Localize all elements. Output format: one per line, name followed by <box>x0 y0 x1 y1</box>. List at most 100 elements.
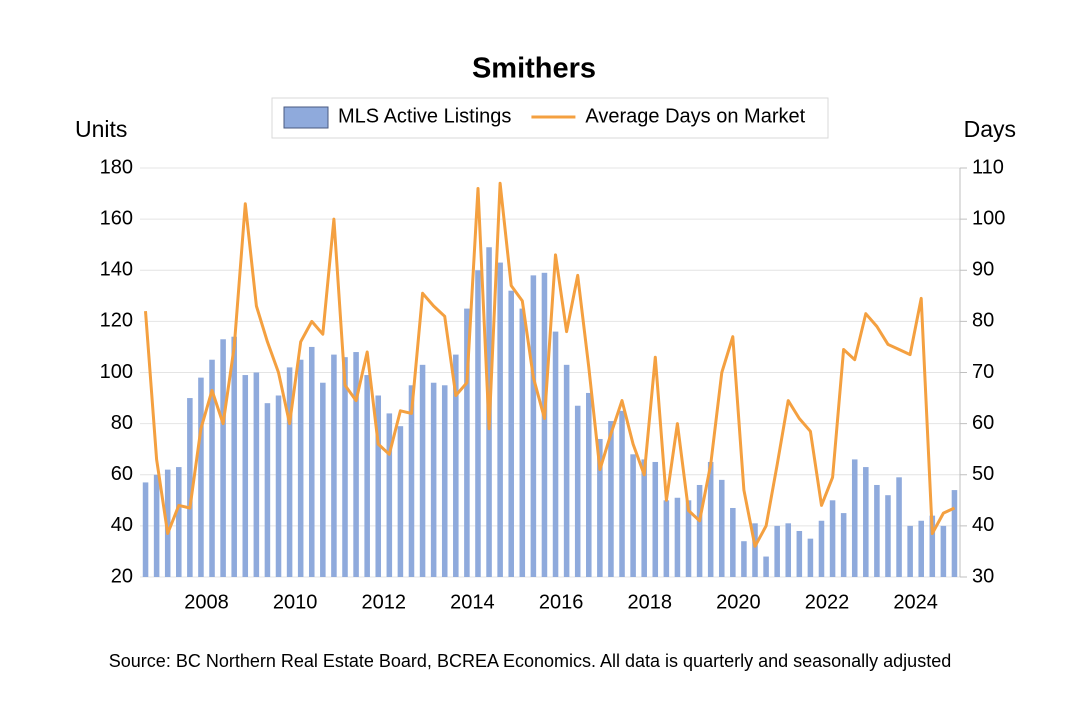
y-tick-label: 60 <box>111 463 133 485</box>
bar <box>375 395 382 577</box>
bar <box>685 500 692 577</box>
x-tick-label: 2012 <box>362 591 407 613</box>
bar <box>464 308 470 577</box>
bar <box>286 367 293 577</box>
bar <box>929 515 936 577</box>
bar <box>940 525 947 577</box>
bar <box>707 461 714 577</box>
y-tick-label: 160 <box>100 207 133 229</box>
bar <box>419 364 426 577</box>
y2-tick-label: 90 <box>972 259 994 281</box>
bar <box>342 357 348 577</box>
bar <box>796 530 803 577</box>
source-note: Source: BC Northern Real Estate Board, B… <box>109 651 951 671</box>
bar <box>453 354 459 577</box>
bar <box>231 336 237 577</box>
legend-label: Average Days on Market <box>585 105 805 127</box>
y2-tick-label: 100 <box>972 207 1005 229</box>
y-tick-label: 20 <box>111 565 133 587</box>
bar <box>608 421 614 577</box>
bar <box>153 474 160 577</box>
bar <box>907 525 913 577</box>
bar <box>386 413 393 577</box>
bar <box>951 490 958 577</box>
line <box>144 181 956 548</box>
y-axis-label: Units <box>75 116 127 142</box>
bar <box>863 467 869 577</box>
bar <box>364 375 370 577</box>
y-tick-label: 180 <box>100 156 133 178</box>
y2-tick-label: 30 <box>972 565 994 587</box>
bar <box>430 382 437 577</box>
bar <box>829 500 836 577</box>
bar <box>264 403 271 577</box>
bar <box>198 377 204 577</box>
bar <box>597 438 603 577</box>
y2-tick-label: 50 <box>972 463 994 485</box>
bar <box>220 339 226 577</box>
x-tick-label: 2024 <box>893 591 938 613</box>
bar <box>818 520 825 577</box>
bar <box>209 359 215 577</box>
bar <box>563 364 570 577</box>
bar <box>807 538 814 577</box>
bar <box>741 541 747 577</box>
y-tick-label: 140 <box>100 259 133 281</box>
bar <box>718 479 725 577</box>
y2-tick-label: 70 <box>972 361 994 383</box>
bar <box>308 346 315 577</box>
bar <box>652 461 659 577</box>
legend-label: MLS Active Listings <box>338 105 511 127</box>
x-tick-label: 2010 <box>273 591 318 613</box>
bar <box>519 308 526 577</box>
bar <box>896 477 902 577</box>
bar <box>574 405 581 577</box>
bar <box>541 272 548 577</box>
bar <box>187 398 193 577</box>
bar <box>408 385 415 577</box>
bar <box>752 523 758 577</box>
chart-title: Smithers <box>472 53 596 85</box>
bar <box>630 454 636 577</box>
bar <box>785 523 792 577</box>
bar <box>641 459 647 577</box>
bar <box>331 354 337 577</box>
bar <box>851 459 858 577</box>
bar <box>730 507 736 577</box>
bar <box>508 290 514 577</box>
bar <box>874 484 880 577</box>
bar <box>441 385 448 577</box>
y2-axis-label: Days <box>964 116 1016 142</box>
bar <box>164 469 171 577</box>
bar <box>619 410 625 577</box>
bar <box>320 382 326 577</box>
bar <box>530 275 537 577</box>
y-tick-label: 100 <box>100 361 133 383</box>
x-tick-label: 2020 <box>716 591 761 613</box>
x-tick-label: 2008 <box>184 591 229 613</box>
y-tick-label: 80 <box>111 412 133 434</box>
x-tick-label: 2016 <box>539 591 584 613</box>
x-tick-label: 2018 <box>627 591 672 613</box>
bar <box>840 513 847 577</box>
bar <box>763 556 769 577</box>
bar <box>663 500 670 577</box>
y2-tick-label: 60 <box>972 412 994 434</box>
bar <box>253 372 260 577</box>
bar <box>696 484 703 577</box>
bar <box>552 331 559 577</box>
x-tick-label: 2022 <box>805 591 850 613</box>
bar <box>297 359 304 577</box>
bar <box>918 520 924 577</box>
bar <box>497 262 503 577</box>
bar <box>674 497 681 577</box>
y2-tick-label: 110 <box>972 156 1004 178</box>
bar <box>885 495 891 577</box>
y2-tick-label: 40 <box>972 514 994 536</box>
bar <box>397 426 404 577</box>
bar <box>176 467 182 577</box>
bar <box>475 270 481 577</box>
bar <box>142 482 149 577</box>
bar <box>353 352 359 577</box>
